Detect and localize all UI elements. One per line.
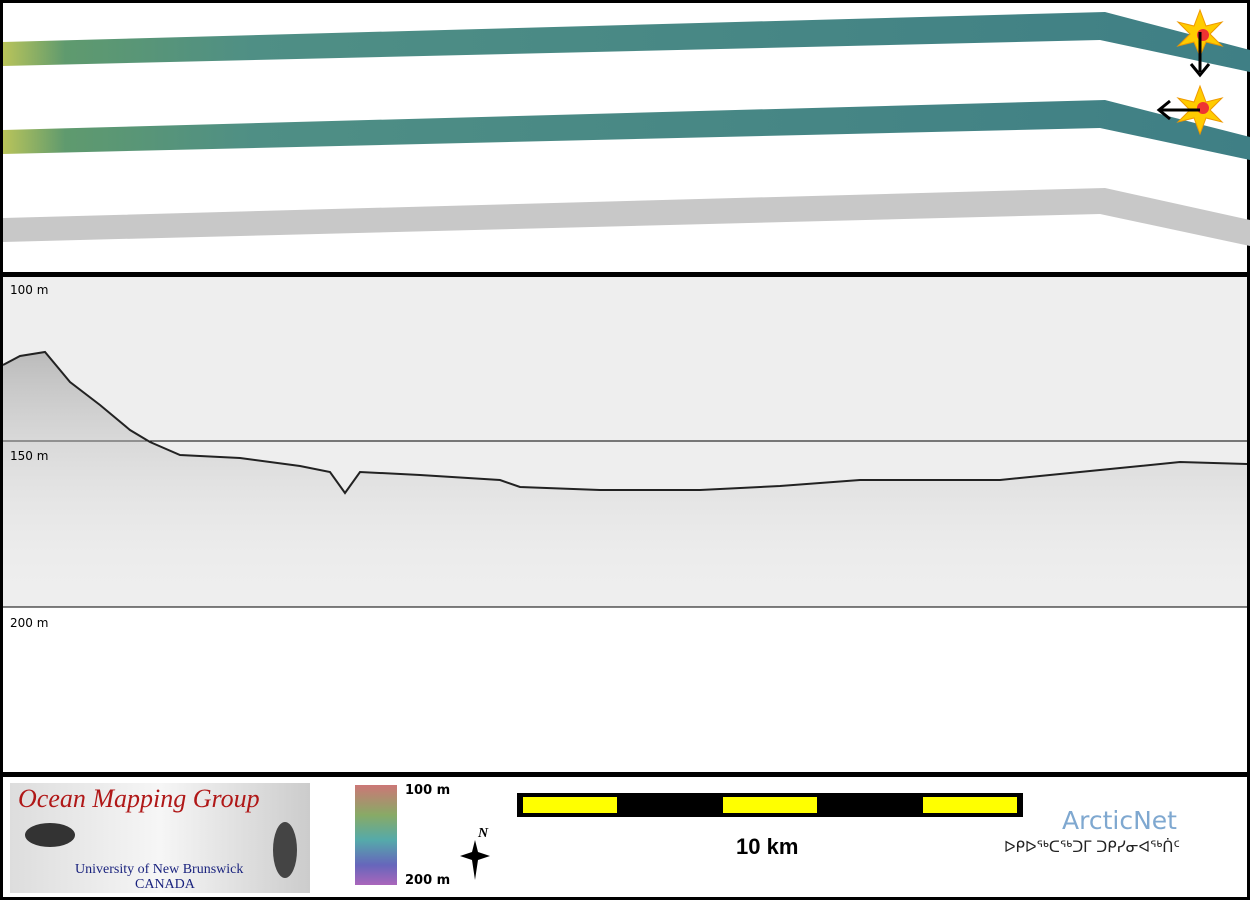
logo-university: University of New Brunswick xyxy=(75,862,244,877)
divider xyxy=(0,272,1250,277)
depth-label: 200 m xyxy=(10,616,49,630)
scale-bottom-label: 200 m xyxy=(405,873,451,888)
scale-label: 10 km xyxy=(736,834,799,859)
bathymetry-swath xyxy=(3,100,1250,160)
logo-sonar xyxy=(273,822,297,878)
scale-segment xyxy=(923,797,1017,813)
partner-name: ArcticNet xyxy=(1062,806,1177,835)
sub-bottom xyxy=(3,352,1247,607)
logo-country: CANADA xyxy=(135,877,195,892)
divider xyxy=(0,772,1250,777)
scale-segment xyxy=(723,797,817,813)
bathymetry-swath xyxy=(3,12,1250,72)
scale-top-label: 100 m xyxy=(405,783,451,798)
color-scale xyxy=(355,785,397,885)
north-label: N xyxy=(478,826,489,841)
logo-sonar xyxy=(25,823,75,847)
depth-label: 100 m xyxy=(10,283,49,297)
scale-segment xyxy=(523,797,617,813)
seabed-profile xyxy=(2,350,1248,495)
logo-title: Ocean Mapping Group xyxy=(18,784,260,813)
backscatter-swath xyxy=(3,188,1250,246)
location-markers xyxy=(1156,8,1224,136)
north-arrow xyxy=(460,840,490,880)
depth-label: 150 m xyxy=(10,449,49,463)
partner-syllabics: ᐅᑭᐅᖅᑕᖅᑐᒥ ᑐᑭᓯᓂᐊᖅᑏᑦ xyxy=(1004,838,1180,856)
